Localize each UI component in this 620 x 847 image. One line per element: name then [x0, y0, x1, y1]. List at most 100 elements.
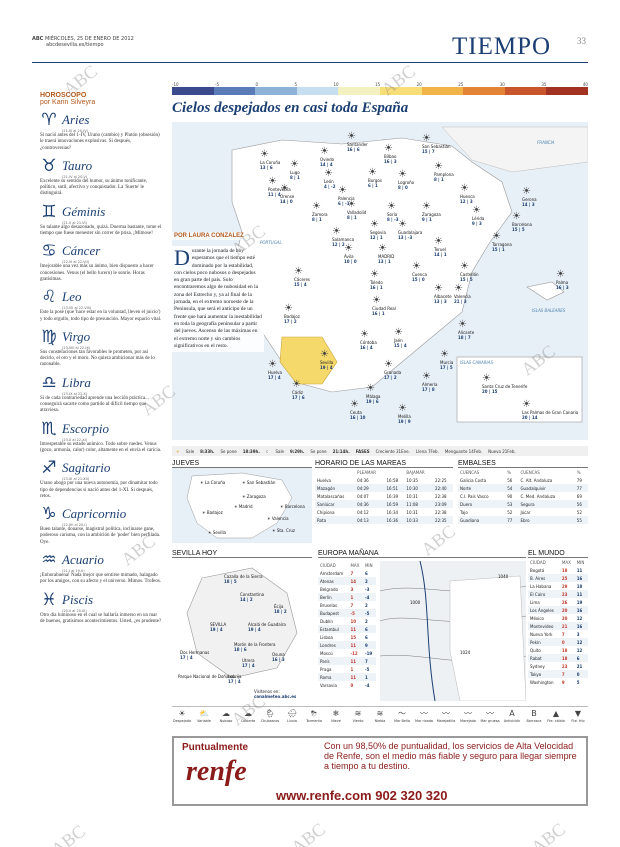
- map-city: ☀ Oviedo 14 | 4: [320, 147, 334, 168]
- sun-icon: ☀: [284, 303, 293, 314]
- city-name: Logroño: [398, 180, 415, 185]
- city-temps: 14 | 3: [522, 202, 535, 207]
- moonset-time: 21:14h.: [332, 448, 350, 454]
- legend-item: B Borrasca: [524, 709, 544, 731]
- table-cell: 56: [574, 500, 588, 508]
- temperature-scale: [172, 87, 588, 95]
- scale-swatch: [296, 87, 339, 95]
- sun-icon: ☀: [242, 480, 247, 485]
- sign-name: Acuario: [62, 552, 104, 568]
- sun-icon: ☀: [332, 226, 341, 237]
- sunrise-label: Sale: [185, 448, 195, 454]
- city-name: Huelva: [268, 370, 282, 375]
- sun-icon: ☀: [460, 261, 469, 272]
- zodiac-libra-icon: ♎: [41, 372, 57, 393]
- legend-fte-c-lido-icon: ▲: [552, 709, 560, 718]
- sun-icon: ☀: [292, 379, 301, 390]
- table-cell: Sydney: [530, 663, 545, 669]
- renfe-ad[interactable]: Puntualmente renfe Con un 98,50% de punt…: [172, 736, 588, 806]
- table-row: Moscú -12 -19: [318, 649, 376, 657]
- table-cell: 2: [362, 577, 376, 585]
- scale-label: 0: [255, 82, 259, 87]
- scale-swatch: [546, 87, 588, 95]
- city-temps: 8 | 1: [290, 175, 300, 180]
- tides-body: Huelva 04:36 16:58 10:35 22:25 Mazagón 04:29 16…: [315, 476, 453, 524]
- city-temps: 6 | -1: [338, 201, 350, 206]
- city-name: Valencia: [271, 516, 289, 521]
- table-cell: 90: [507, 493, 513, 499]
- table-cell: 52: [576, 509, 582, 515]
- map-city: ☀ Orense 14 | 0: [280, 184, 294, 205]
- map-svg: [231, 126, 588, 423]
- sign-dates: (21-V al 21-VI): [62, 220, 87, 225]
- europe-title: EUROPA MAÑANA: [318, 550, 526, 558]
- sevilla-panel: SEVILLA HOY Cazalla de la Sierra 18 | 5 Co…: [172, 550, 312, 702]
- legend-item: ▲ Fte. cálido: [546, 709, 566, 731]
- city-name: Sevilla: [212, 530, 227, 535]
- zodiac-sagitario-icon: ♐: [41, 458, 57, 479]
- table-cell: -5: [362, 609, 376, 617]
- sign-name: Cáncer: [62, 243, 101, 259]
- table-header: [433, 468, 453, 476]
- section-url[interactable]: abcdesevilla.es/tiempo: [46, 42, 104, 48]
- map-city: ☀ Teruel 14 | 1: [434, 237, 447, 258]
- scale-label: 25: [458, 82, 464, 87]
- table-cell: 79: [576, 477, 582, 483]
- legend-label: Variable: [197, 719, 211, 723]
- sun-icon: ☀: [522, 399, 531, 410]
- ad-kicker: Puntualmente: [182, 742, 249, 753]
- sun-icon: ☀: [556, 269, 565, 280]
- abc-watermark: ABC: [527, 818, 569, 847]
- legend-mar-rizada-icon: 〰: [420, 709, 428, 718]
- sign-text: Este la pose (que 'hace estar en la volu…: [40, 310, 162, 322]
- map-city: ☀ Guadalajara 13 | -3: [398, 220, 422, 241]
- legend-anticicl-n-icon: A: [509, 709, 515, 718]
- legend-item: ❄ Nieve: [326, 709, 346, 731]
- table-cell: 16: [574, 622, 588, 630]
- horoscope-sign: ♎ Libra (23-IX al 22-X) Si de cada contrari…: [40, 374, 162, 415]
- sun-icon: ☀: [290, 159, 299, 170]
- land-shape: [449, 575, 526, 701]
- city-temps: 17 | 6: [292, 395, 305, 400]
- jueves-panel: JUEVES ☀ La Coruña ☀ San Sebastián ☀ Zarag…: [172, 460, 312, 545]
- table-cell: Roma: [318, 673, 349, 681]
- table-row: Budapest -5 -5: [318, 609, 376, 617]
- map-city: ☀ Gerona 14 | 3: [522, 187, 537, 208]
- city-name: San Sebastián: [422, 144, 451, 149]
- sun-icon: ☀: [368, 167, 377, 178]
- table-row: Praga 1 -5: [318, 665, 376, 673]
- city-temps: 13 | 6: [260, 165, 273, 170]
- canalmeteo-link[interactable]: canalmeteo.abc.es: [254, 694, 297, 699]
- phase-3: Menguante 14Feb.: [444, 448, 483, 454]
- table-cell: Ebro: [518, 516, 575, 524]
- city-temps: 16 | 1: [372, 311, 385, 316]
- table-row: Pekín 0 12: [528, 638, 588, 646]
- france-shape: [441, 126, 588, 173]
- table-header: MAX: [561, 559, 571, 565]
- horoscope-sign: ♓ Piscis (20-II al 20-III) Otro día luminos…: [40, 591, 162, 626]
- map-city: ☀ Salamanca 12 | 2: [332, 226, 354, 248]
- map-city: ☀ Pamplona 8 | 1: [434, 162, 454, 183]
- horoscope-sign: ♏ Escorpio (23-X al 22-XI) Imrespetable su …: [40, 420, 162, 455]
- table-cell: 26: [561, 599, 568, 605]
- sign-name: Capricornio: [62, 506, 127, 522]
- city-name: León: [324, 179, 334, 184]
- table-cell: 3: [350, 586, 354, 592]
- ad-url[interactable]: www.renfe.com 902 320 320: [276, 788, 448, 803]
- table-cell: Washington: [530, 679, 554, 685]
- sun-icon: ☀: [460, 183, 469, 194]
- map-city: ☀ Melilla 19 | 9: [398, 404, 411, 425]
- map-city: ☀ Cáceres 15 | 4: [294, 267, 310, 288]
- page-number: 33: [577, 36, 586, 46]
- weather-legend: ☀ Despejado ⛅ Variable ☁ Nuboso ☁ Cubierto 🌦 Chub…: [172, 706, 588, 731]
- sun-icon: ☀: [208, 530, 213, 535]
- table-cell: 25: [559, 574, 575, 582]
- city-name: Toledo: [370, 280, 383, 285]
- sign-dates: (22-VI al 22-VII): [62, 260, 89, 265]
- jueves-city: ☀ Badajoz: [202, 510, 223, 515]
- city-temps: 14 | 1: [434, 252, 447, 257]
- sign-dates: (22-XII al 20-I): [62, 523, 87, 528]
- table-row: París 11 7: [318, 657, 376, 665]
- table-cell: B. Aires: [528, 574, 560, 582]
- sign-text: Imejorable una vez más su ánimo, bien di…: [40, 264, 154, 282]
